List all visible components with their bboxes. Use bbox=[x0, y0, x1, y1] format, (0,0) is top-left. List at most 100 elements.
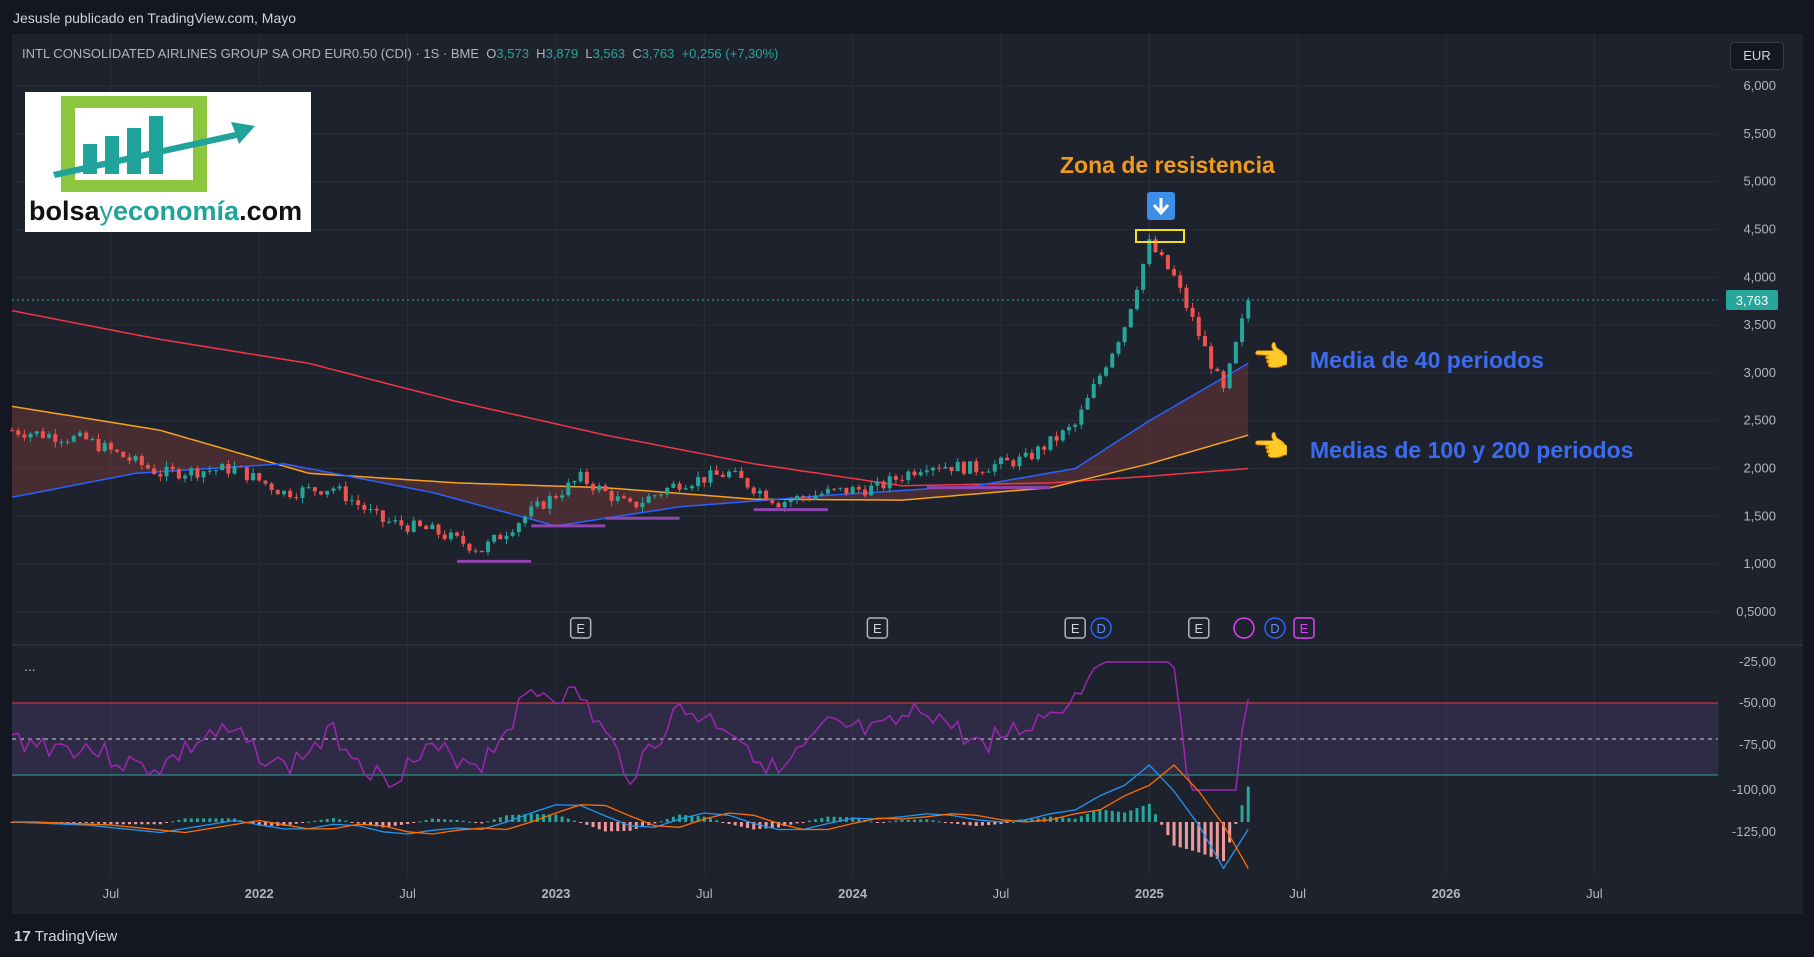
macd-hist-up bbox=[820, 817, 824, 822]
candle-down bbox=[1178, 275, 1183, 288]
macd-hist-down bbox=[1191, 822, 1195, 851]
macd-hist-down bbox=[115, 822, 119, 825]
candle-down bbox=[1221, 371, 1226, 389]
candle-up bbox=[331, 488, 336, 491]
candle-up bbox=[1036, 446, 1041, 460]
current-price-label: 3,763 bbox=[1736, 293, 1769, 308]
high-label: H bbox=[536, 46, 546, 61]
low-label: L bbox=[585, 46, 593, 61]
macd-hist-up bbox=[665, 818, 669, 822]
rsi-line bbox=[11, 661, 1249, 791]
candle-up bbox=[795, 496, 800, 501]
candle-up bbox=[1079, 409, 1084, 425]
candle-down bbox=[1172, 269, 1177, 276]
macd-hist-down bbox=[294, 822, 298, 824]
candle-down bbox=[1184, 287, 1189, 308]
candle-down bbox=[961, 461, 966, 474]
macd-hist-down bbox=[968, 822, 972, 826]
oscillator-tick-label: -100,00 bbox=[1732, 782, 1776, 797]
macd-hist-up bbox=[523, 814, 527, 822]
macd-hist-down bbox=[956, 822, 960, 825]
candle-up bbox=[547, 496, 552, 509]
macd-hist-up bbox=[572, 820, 576, 822]
macd-hist-down bbox=[103, 822, 107, 824]
pane-menu-icon[interactable]: ... bbox=[24, 658, 36, 674]
candle-up bbox=[646, 496, 651, 503]
candle-up bbox=[955, 461, 960, 472]
macd-hist-down bbox=[962, 822, 966, 825]
resistance-annotation: Zona de resistencia bbox=[1060, 152, 1275, 178]
currency-button[interactable]: EUR bbox=[1730, 42, 1784, 70]
macd-hist-up bbox=[1141, 805, 1145, 822]
candle-up bbox=[652, 495, 657, 497]
macd-hist-down bbox=[746, 822, 750, 829]
candle-down bbox=[628, 498, 633, 502]
macd-hist-down bbox=[727, 822, 731, 825]
macd-hist-down bbox=[770, 822, 774, 828]
candle-up bbox=[393, 520, 398, 522]
macd-hist-down bbox=[801, 822, 805, 823]
candle-up bbox=[1048, 436, 1053, 450]
candle-down bbox=[584, 471, 589, 484]
candle-down bbox=[541, 501, 546, 509]
candle-up bbox=[65, 441, 70, 443]
price-tick-label: 5,500 bbox=[1743, 126, 1776, 141]
macd-hist-up bbox=[517, 814, 521, 822]
tradingview-brand[interactable]: 17 TradingView bbox=[14, 928, 117, 945]
macd-hist-up bbox=[851, 817, 855, 822]
candle-up bbox=[782, 501, 787, 508]
oscillator-pane bbox=[12, 646, 1718, 876]
candle-up bbox=[560, 495, 565, 498]
price-tick-label: 3,000 bbox=[1743, 365, 1776, 380]
candle-down bbox=[170, 466, 175, 470]
ma200-line bbox=[11, 309, 1249, 487]
macd-hist-down bbox=[1197, 822, 1201, 853]
price-tick-label: 1,000 bbox=[1743, 556, 1776, 571]
candle-up bbox=[164, 466, 169, 477]
macd-hist-up bbox=[560, 816, 564, 822]
macd-hist-down bbox=[943, 822, 947, 823]
candle-up bbox=[578, 471, 583, 482]
price-tick-label: 6,000 bbox=[1743, 78, 1776, 93]
candle-down bbox=[1202, 336, 1207, 347]
macd-hist-down bbox=[288, 822, 292, 825]
macd-hist-down bbox=[999, 822, 1003, 825]
macd-hist-down bbox=[369, 822, 373, 826]
macd-hist-down bbox=[362, 822, 366, 825]
macd-hist-up bbox=[1079, 816, 1083, 822]
candle-up bbox=[992, 464, 997, 472]
macd-hist-down bbox=[622, 822, 626, 831]
candle-up bbox=[1128, 309, 1133, 328]
candle-up bbox=[1097, 375, 1102, 385]
candle-down bbox=[127, 457, 132, 461]
earnings-marker-label: E bbox=[1300, 621, 1309, 636]
macd-hist-down bbox=[783, 822, 787, 827]
candle-up bbox=[102, 443, 107, 452]
candle-up bbox=[133, 456, 138, 461]
candle-up bbox=[220, 464, 225, 471]
open-label: O bbox=[486, 46, 497, 61]
macd-hist-up bbox=[1123, 812, 1127, 822]
candle-up bbox=[430, 524, 435, 530]
earnings-marker-label: E bbox=[576, 621, 585, 636]
candle-down bbox=[319, 491, 324, 495]
candle-down bbox=[84, 432, 89, 440]
macd-hist-down bbox=[480, 822, 484, 824]
time-tick-label: Jul bbox=[399, 886, 416, 901]
macd-hist-up bbox=[511, 814, 515, 822]
candle-up bbox=[887, 476, 892, 489]
ma100-200-annotation: Medias de 100 y 200 periodos bbox=[1310, 437, 1634, 463]
candle-down bbox=[461, 535, 466, 544]
candle-up bbox=[918, 472, 923, 476]
candle-up bbox=[850, 487, 855, 494]
candle-down bbox=[856, 487, 861, 490]
close-label: C bbox=[632, 46, 642, 61]
candle-up bbox=[869, 485, 874, 496]
macd-hist-down bbox=[134, 822, 138, 825]
resistance-box bbox=[1135, 229, 1185, 243]
footer: 17 TradingView bbox=[0, 914, 1814, 957]
macd-hist-up bbox=[888, 821, 892, 823]
candle-down bbox=[912, 471, 917, 476]
candle-down bbox=[751, 487, 756, 494]
